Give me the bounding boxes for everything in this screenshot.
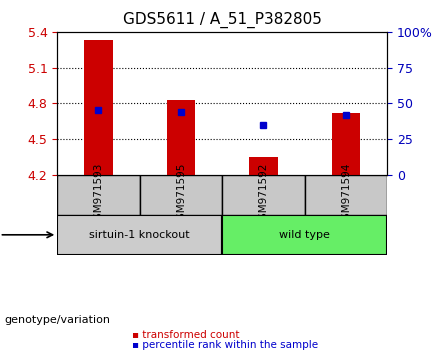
Text: wild type: wild type [279,230,330,240]
Text: ▪ percentile rank within the sample: ▪ percentile rank within the sample [132,340,318,350]
FancyBboxPatch shape [305,175,387,215]
Text: genotype/variation: genotype/variation [4,315,110,325]
Text: GSM971592: GSM971592 [258,163,268,226]
FancyBboxPatch shape [222,175,305,215]
Bar [166,100,195,175]
Bar [84,40,113,175]
Title: GDS5611 / A_51_P382805: GDS5611 / A_51_P382805 [123,12,322,28]
Text: GSM971595: GSM971595 [176,163,186,226]
Bar [331,113,360,175]
Text: GSM971594: GSM971594 [341,163,351,226]
Bar [249,157,278,175]
FancyBboxPatch shape [57,215,222,255]
Text: sirtuin-1 knockout: sirtuin-1 knockout [89,230,190,240]
FancyBboxPatch shape [57,175,140,215]
FancyBboxPatch shape [140,175,222,215]
Text: ▪ transformed count: ▪ transformed count [132,330,239,339]
FancyBboxPatch shape [222,215,387,255]
Text: GSM971593: GSM971593 [93,163,103,226]
